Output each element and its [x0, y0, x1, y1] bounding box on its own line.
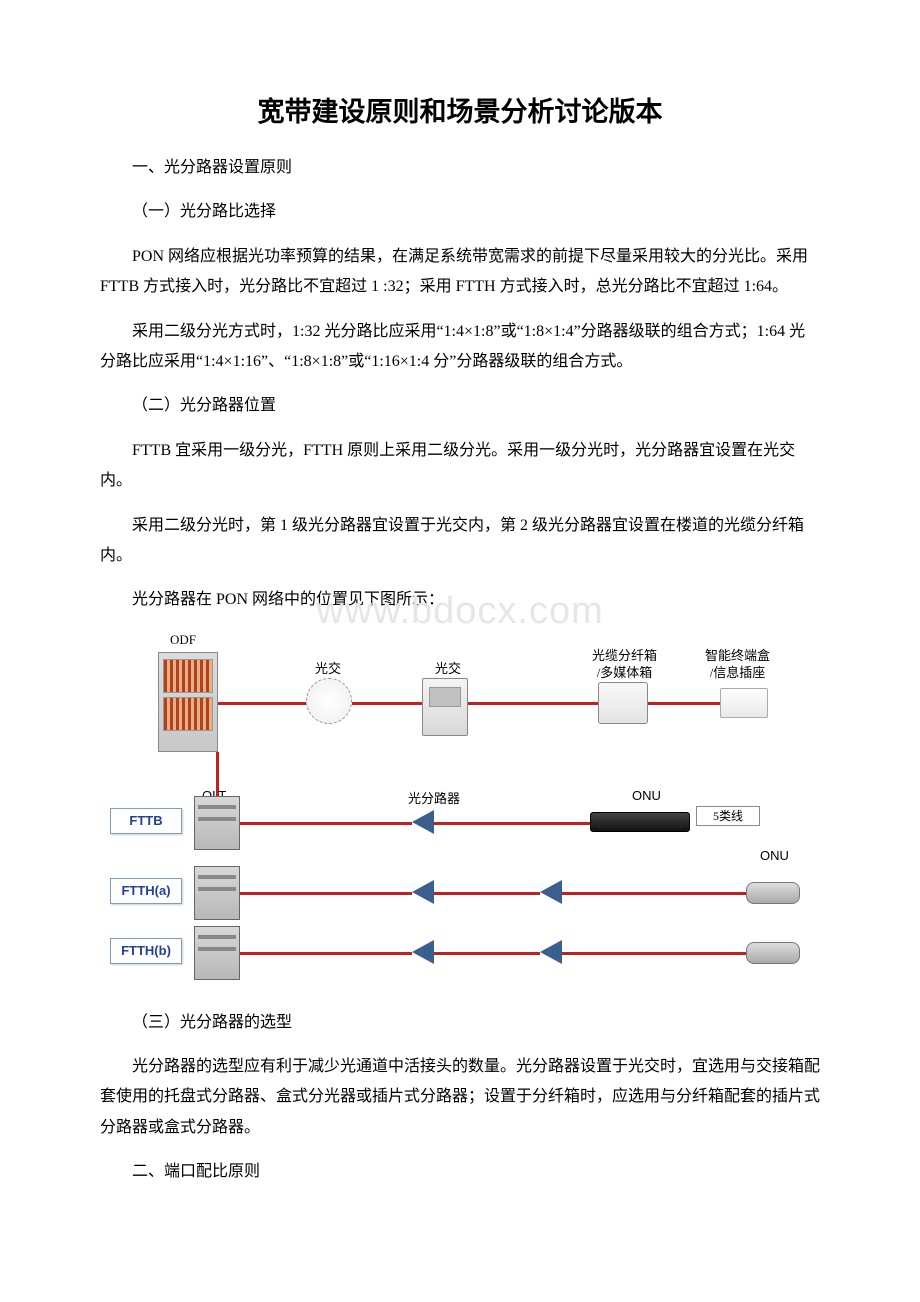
label-onu-2: ONU [760, 848, 789, 863]
fiber-link [240, 952, 412, 955]
paragraph-6: 光分路器的选型应有利于减少光通道中活接头的数量。光分路器设置于光交时，宜选用与交… [100, 1052, 820, 1143]
label-guangjiao-1: 光交 [315, 658, 341, 677]
heading-1-2: （二）光分路器位置 [100, 391, 820, 421]
splitter-icon [412, 940, 434, 964]
splitter-icon [540, 880, 562, 904]
olt-chassis-icon [194, 926, 240, 980]
label-onu: ONU [632, 788, 661, 803]
onu-switch-icon [590, 812, 690, 832]
fiber-link [240, 822, 412, 825]
fiber-link [648, 702, 720, 705]
heading-1-1: （一）光分路比选择 [100, 197, 820, 227]
label-ftth-a: FTTH(a) [110, 878, 182, 904]
fiber-link [434, 952, 540, 955]
odf-icon [158, 652, 218, 752]
fiber-link [240, 892, 412, 895]
page-title: 宽带建设原则和场景分析讨论版本 [100, 90, 820, 129]
splitter-icon [412, 880, 434, 904]
paragraph-2: 采用二级分光方式时，1:32 光分路比应采用“1:4×1:8”或“1:8×1:4… [100, 317, 820, 378]
label-splitter: 光分路器 [408, 788, 460, 807]
fiber-link [562, 952, 746, 955]
fiber-link [434, 822, 590, 825]
paragraph-5: 光分路器在 PON 网络中的位置见下图所示： [100, 585, 820, 615]
guangjiao-cabinet-icon [422, 678, 468, 736]
splitter-icon [540, 940, 562, 964]
zhongduan-icon [720, 688, 768, 718]
label-guangjiao-2: 光交 [435, 658, 461, 677]
fiber-link [562, 892, 746, 895]
onu-cpe-icon [746, 882, 800, 904]
fiber-link [218, 702, 306, 705]
label-fttb: FTTB [110, 808, 182, 834]
heading-1-3: （三）光分路器的选型 [100, 1008, 820, 1038]
fiber-link [468, 702, 598, 705]
paragraph-4: 采用二级分光时，第 1 级光分路器宜设置于光交内，第 2 级光分路器宜设置在楼道… [100, 511, 820, 572]
paragraph-3: FTTB 宜采用一级分光，FTTH 原则上采用二级分光。采用一级分光时，光分路器… [100, 436, 820, 497]
label-fenxianxiang: 光缆分纤箱/多媒体箱 [592, 648, 657, 682]
paragraph-1: PON 网络应根据光功率预算的结果，在满足系统带宽需求的前提下尽量采用较大的分光… [100, 242, 820, 303]
label-odf: ODF [170, 632, 196, 648]
fiber-link [434, 892, 540, 895]
olt-chassis-icon [194, 796, 240, 850]
pon-topology-diagram: ODF 光交 光交 光缆分纤箱/多媒体箱 智能终端盒/信息插座 OLT 光分路器… [100, 630, 820, 990]
heading-section-1: 一、光分路器设置原则 [100, 153, 820, 183]
fenxianxiang-icon [598, 682, 648, 724]
guangjiao-circle-icon [306, 678, 352, 724]
fiber-link [352, 702, 422, 705]
heading-section-2: 二、端口配比原则 [100, 1157, 820, 1187]
olt-chassis-icon [194, 866, 240, 920]
label-zhongduan: 智能终端盒/信息插座 [705, 648, 770, 682]
onu-cpe-icon [746, 942, 800, 964]
label-ftth-b: FTTH(b) [110, 938, 182, 964]
label-cat5: 5类线 [696, 806, 760, 826]
splitter-icon [412, 810, 434, 834]
